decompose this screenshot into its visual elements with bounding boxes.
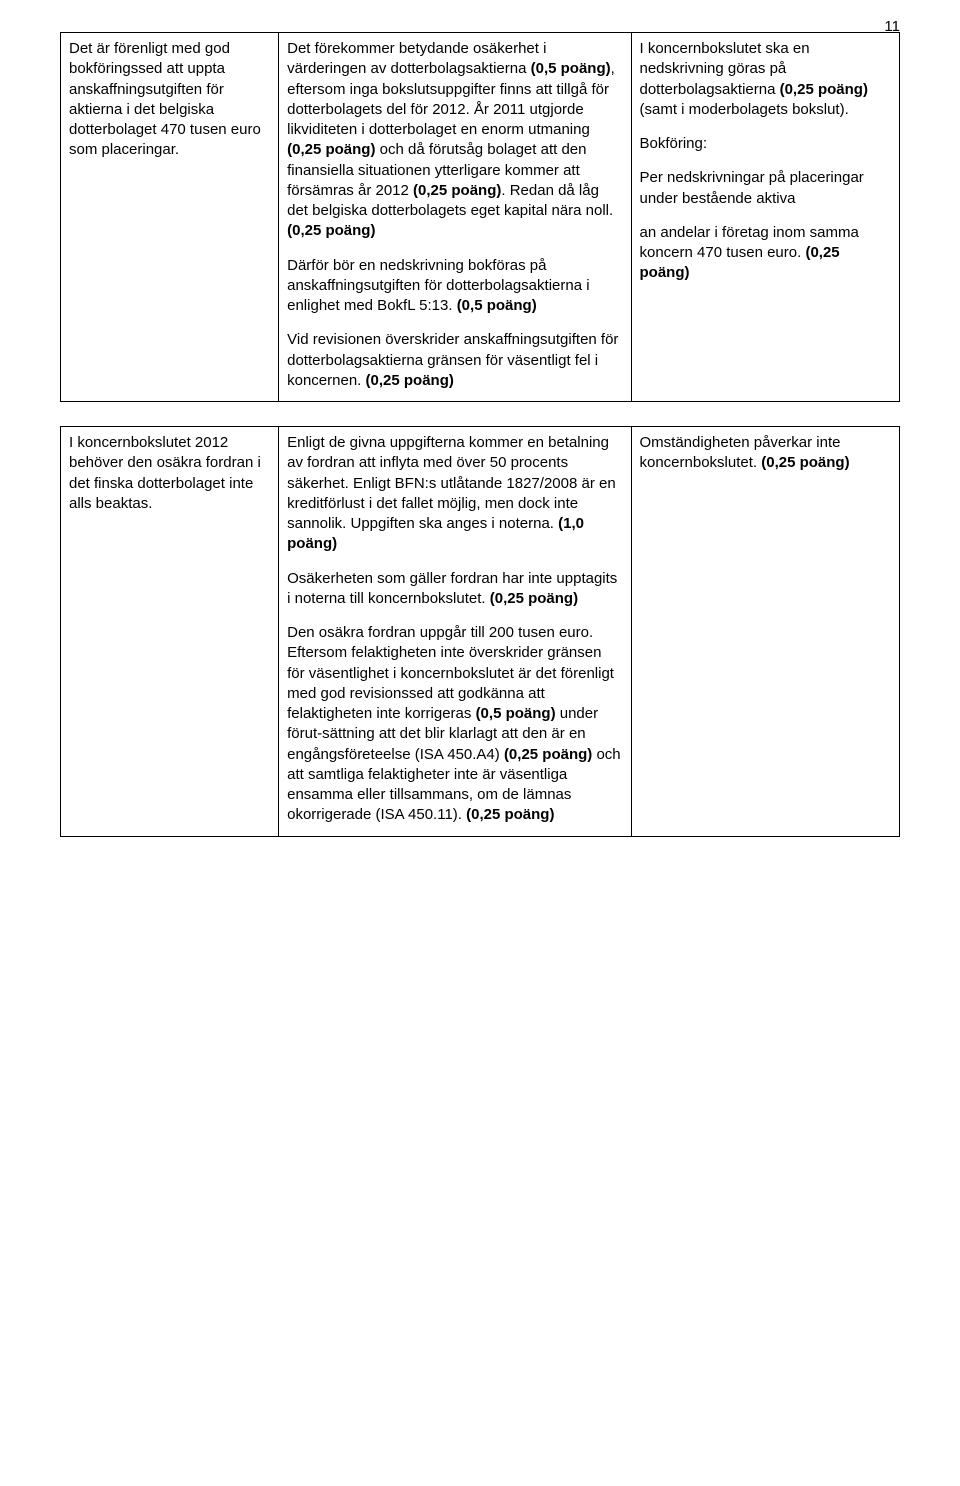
paragraph: Enligt de givna uppgifterna kommer en be… — [287, 433, 622, 555]
bold-text: (0,25 poäng) — [466, 806, 554, 823]
bold-text: (0,25 poäng) — [287, 222, 375, 239]
paragraph: Det är förenligt med god bokföringssed a… — [69, 39, 270, 161]
text-run: (samt i moderbolagets bokslut). — [640, 101, 849, 118]
bold-text: (0,25 poäng) — [287, 141, 375, 158]
t1-col2: Det förekommer betydande osäkerhet i vär… — [279, 33, 631, 402]
paragraph: Därför bör en nedskrivning bokföras på a… — [287, 256, 622, 317]
paragraph: Vid revisionen överskrider anskaffningsu… — [287, 330, 622, 391]
bold-text: (0,5 poäng) — [476, 705, 556, 722]
bold-text: (0,25 poäng) — [366, 372, 454, 389]
table-2: I koncernbokslutet 2012 behöver den osäk… — [60, 426, 900, 837]
paragraph: Osäkerheten som gäller fordran har inte … — [287, 569, 622, 610]
bold-text: (0,25 poäng) — [413, 182, 501, 199]
text-run: Därför bör en nedskrivning bokföras på a… — [287, 257, 589, 315]
bold-text: (0,5 poäng) — [457, 297, 537, 314]
table-row: I koncernbokslutet 2012 behöver den osäk… — [61, 427, 900, 837]
t2-col3: Omständigheten påverkar inte koncernboks… — [631, 427, 900, 837]
paragraph: I koncernbokslutet 2012 behöver den osäk… — [69, 433, 270, 514]
t1-col1: Det är förenligt med god bokföringssed a… — [61, 33, 279, 402]
bold-text: (0,25 poäng) — [761, 454, 849, 471]
t2-col2: Enligt de givna uppgifterna kommer en be… — [279, 427, 631, 837]
page-number: 11 — [884, 18, 900, 35]
bold-text: (0,25 poäng) — [490, 590, 578, 607]
table-row: Det är förenligt med god bokföringssed a… — [61, 33, 900, 402]
table-1: Det är förenligt med god bokföringssed a… — [60, 32, 900, 402]
t2-col1: I koncernbokslutet 2012 behöver den osäk… — [61, 427, 279, 837]
text-run: Det förekommer betydande osäkerhet i vär… — [287, 40, 546, 77]
paragraph: I koncernbokslutet ska en nedskrivning g… — [640, 39, 892, 120]
paragraph: Omständigheten påverkar inte koncernboks… — [640, 433, 892, 474]
paragraph: Den osäkra fordran uppgår till 200 tusen… — [287, 623, 622, 826]
paragraph: Per nedskrivningar på placeringar under … — [640, 168, 892, 209]
bold-text: (0,25 poäng) — [504, 746, 592, 763]
page: 11 Det är förenligt med god bokföringsse… — [0, 0, 960, 901]
paragraph: Bokföring: — [640, 134, 892, 154]
paragraph: an andelar i företag inom samma koncern … — [640, 223, 892, 284]
paragraph: Det förekommer betydande osäkerhet i vär… — [287, 39, 622, 242]
bold-text: (0,5 poäng) — [531, 60, 611, 77]
bold-text: (0,25 poäng) — [780, 81, 868, 98]
t1-col3: I koncernbokslutet ska en nedskrivning g… — [631, 33, 900, 402]
